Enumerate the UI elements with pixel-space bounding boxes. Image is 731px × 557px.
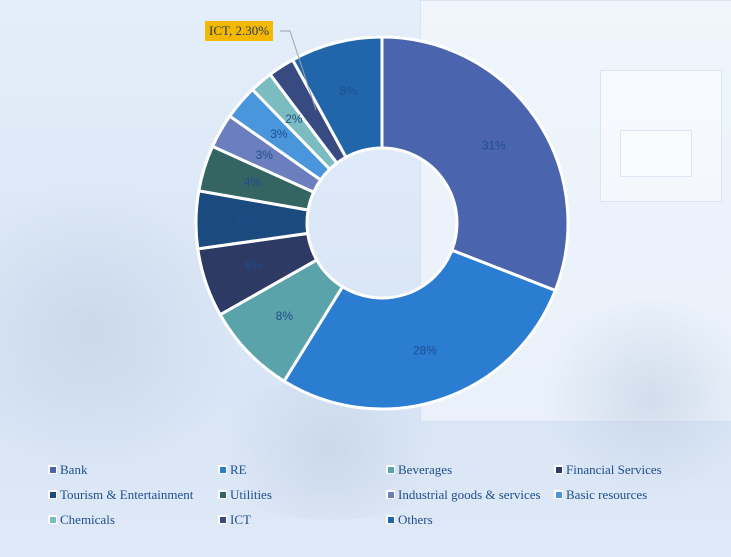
legend-swatch-icon xyxy=(386,490,395,499)
legend-label: Beverages xyxy=(398,461,453,477)
legend-label: Chemicals xyxy=(60,511,115,527)
legend-item[interactable]: Financial Services xyxy=(554,460,704,479)
data-label: 3% xyxy=(270,127,288,141)
legend-label: Others xyxy=(398,511,433,527)
data-label: 5% xyxy=(238,213,256,227)
legend-item[interactable]: Chemicals xyxy=(48,510,218,529)
legend-item[interactable]: Basic resources xyxy=(554,485,704,504)
data-label: 8% xyxy=(340,84,358,98)
data-label: 8% xyxy=(276,309,294,323)
legend-item[interactable]: Others xyxy=(386,510,554,529)
legend-item[interactable]: Beverages xyxy=(386,460,554,479)
legend-item[interactable]: RE xyxy=(218,460,386,479)
legend-swatch-icon xyxy=(218,515,227,524)
callout-leader-line xyxy=(280,30,317,111)
donut-data-labels: 31%28%8%6%5%4%3%3%2%8% xyxy=(238,84,506,358)
legend-swatch-icon xyxy=(386,465,395,474)
legend-label: Bank xyxy=(60,461,88,477)
legend-swatch-icon xyxy=(48,515,57,524)
legend-item[interactable]: ICT xyxy=(218,510,386,529)
legend-swatch-icon xyxy=(554,465,563,474)
legend-label: Tourism & Entertainment xyxy=(60,486,194,502)
slice-bank xyxy=(380,35,570,293)
data-label: 3% xyxy=(256,148,274,162)
data-label: 28% xyxy=(413,344,437,358)
legend-item[interactable]: Tourism & Entertainment xyxy=(48,485,218,504)
legend-swatch-icon xyxy=(386,515,395,524)
legend-label: RE xyxy=(230,461,247,477)
legend-swatch-icon xyxy=(48,490,57,499)
ict-callout-label: ICT, 2.30% xyxy=(205,21,274,41)
legend-swatch-icon xyxy=(218,465,227,474)
legend-label: Industrial goods & services xyxy=(398,486,541,502)
legend-label: Financial Services xyxy=(566,461,662,477)
legend-item[interactable]: Utilities xyxy=(218,485,386,504)
data-label: 6% xyxy=(245,259,263,273)
legend-item[interactable]: Bank xyxy=(48,460,218,479)
legend-swatch-icon xyxy=(218,490,227,499)
legend-swatch-icon xyxy=(48,465,57,474)
donut-slices xyxy=(194,35,570,411)
data-label: 31% xyxy=(482,139,506,153)
legend-label: ICT xyxy=(230,511,251,527)
chart-legend: Bank RE Beverages Financial Services Tourism… xyxy=(48,460,708,529)
legend-item[interactable]: Industrial goods & services xyxy=(386,485,554,504)
legend-label: Utilities xyxy=(230,486,272,502)
data-label: 4% xyxy=(244,175,262,189)
legend-label: Basic resources xyxy=(566,486,648,502)
slice-others xyxy=(290,35,384,160)
data-label: 2% xyxy=(285,112,303,126)
legend-swatch-icon xyxy=(554,490,563,499)
slice-re xyxy=(282,248,558,411)
